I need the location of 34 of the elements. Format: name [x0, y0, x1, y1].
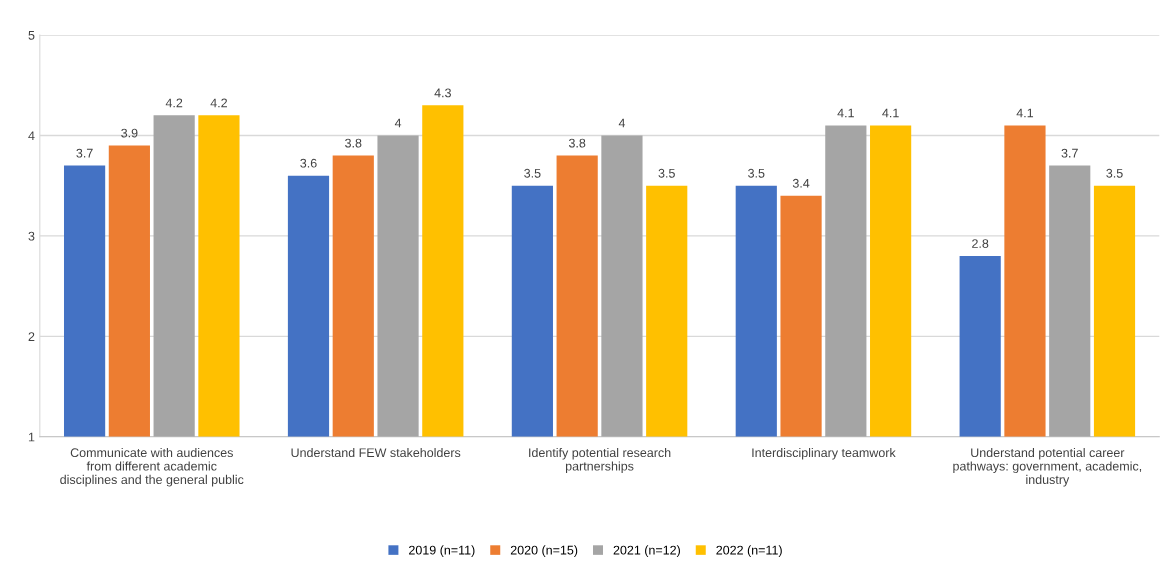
x-tick-label: Interdisciplinary teamwork	[752, 447, 896, 460]
data-label: 3.9	[121, 128, 138, 138]
data-label: 3.8	[345, 138, 362, 148]
data-label: 3.5	[748, 168, 765, 178]
data-label: 2.8	[972, 239, 989, 248]
data-label: 3.7	[76, 148, 93, 158]
legend-label: 2020 (n=15)	[510, 545, 578, 557]
y-tick-label: 3	[28, 231, 35, 241]
data-label: 3.5	[1106, 168, 1123, 178]
legend-label: 2021 (n=12)	[613, 545, 680, 557]
data-label: 3.5	[524, 168, 541, 178]
y-tick-label: 4	[28, 131, 35, 140]
data-label: 4.2	[165, 98, 183, 108]
data-label: 3.8	[568, 138, 586, 148]
data-label: 3.6	[300, 158, 317, 168]
legend-label: 2022 (n=11)	[716, 545, 782, 557]
data-label: 4	[618, 118, 626, 128]
data-label: 4	[394, 118, 402, 128]
y-tick-label: 2	[28, 332, 35, 341]
data-label: 4.3	[434, 88, 451, 98]
data-label: 3.7	[1061, 148, 1078, 158]
x-tick-label: Communicate with audiences from different academic disciplines and the general public	[60, 447, 244, 487]
x-tick-label: Identify potential research partnerships	[529, 447, 671, 474]
x-tick-label: Understand FEW stakeholders	[291, 447, 461, 458]
data-label: 3.4	[792, 178, 810, 188]
x-tick-label: Understand potential career pathways: government, academic, industry	[953, 447, 1142, 487]
data-label: 4.1	[1016, 108, 1034, 118]
y-tick-label: 1	[28, 432, 35, 442]
y-tick-label: 5	[28, 30, 35, 40]
data-label: 4.1	[882, 108, 899, 118]
data-label: 3.5	[658, 168, 675, 178]
legend-label: 2019 (n=11)	[409, 545, 475, 557]
data-label: 4.1	[837, 108, 854, 118]
data-label: 4.2	[210, 98, 227, 108]
